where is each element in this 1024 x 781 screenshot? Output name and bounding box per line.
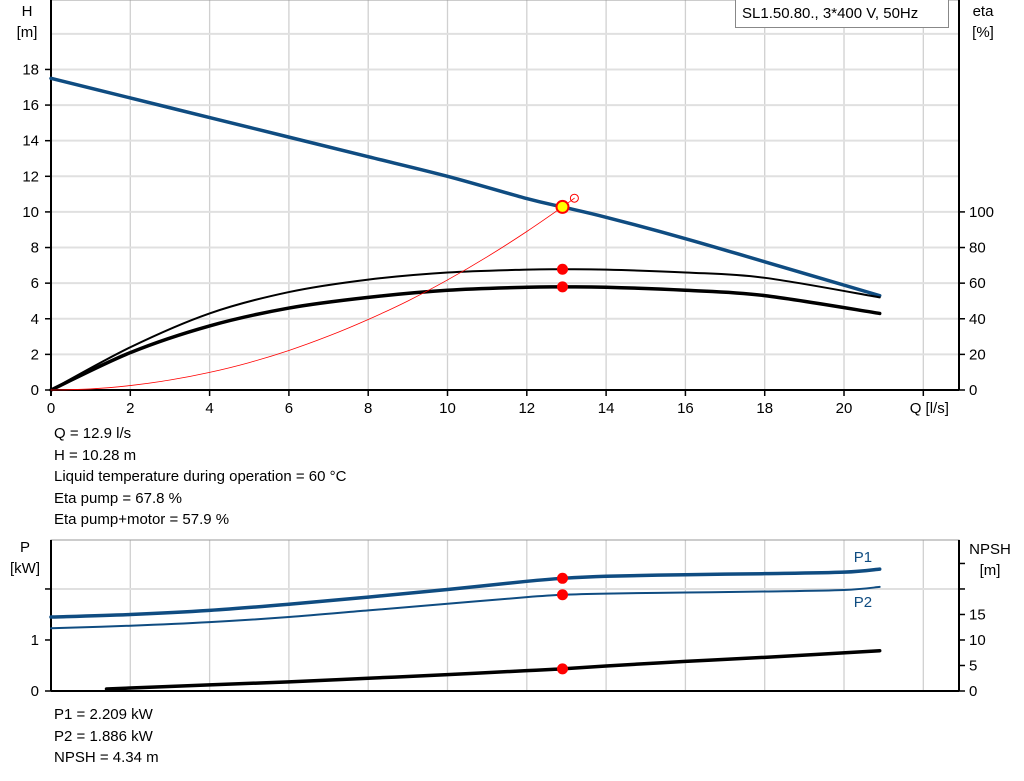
duty-point-readout: Q = 12.9 l/s H = 10.28 m Liquid temperat…: [54, 423, 346, 531]
x-tick-label: 2: [126, 400, 134, 417]
y-right-tick-label: 40: [969, 311, 986, 328]
y-right-tick-label: 5: [969, 657, 977, 674]
y-left-tick-label: 14: [22, 133, 39, 150]
duty-point-p2-marker: [556, 589, 568, 601]
y-left-tick-label: 16: [22, 97, 39, 114]
x-tick-label: 12: [518, 400, 535, 417]
series-npsh-line: [104, 648, 882, 691]
y-left-tick-label: 1: [31, 632, 39, 649]
x-tick-label: 16: [677, 400, 694, 417]
legend-p2: P2: [854, 594, 872, 611]
x-tick-label: 4: [205, 400, 213, 417]
y-right-tick-label: 60: [969, 275, 986, 292]
y-right-tick-label: 0: [969, 382, 977, 399]
y-right-axis-unit: [m]: [980, 562, 1001, 579]
y-left-tick-label: 4: [31, 311, 39, 328]
readout-p1: P1 = 2.209 kW: [54, 706, 153, 723]
chart-title: SL1.50.80., 3*400 V, 50Hz: [735, 0, 949, 28]
y-left-tick-label: 6: [31, 275, 39, 292]
y-right-tick-label: 10: [969, 632, 986, 649]
series-head-line: [49, 76, 882, 298]
y-right-tick-label: 100: [969, 204, 994, 221]
y-right-tick-label: 20: [969, 346, 986, 363]
readout-p2: P2 = 1.886 kW: [54, 727, 153, 745]
x-tick-label: 8: [364, 400, 372, 417]
system-curve-end-marker: [569, 193, 579, 203]
duty-point-eta-pump-motor-marker: [556, 281, 568, 293]
y-right-axis-unit: [%]: [972, 24, 994, 41]
y-left-tick-label: 0: [31, 683, 39, 700]
y-right-tick-label: 15: [969, 606, 986, 623]
series-eta-pump-line: [50, 268, 881, 391]
readout-eta-pump: Eta pump = 67.8 %: [54, 489, 182, 507]
readout-npsh: NPSH = 4.34 m: [54, 749, 159, 766]
x-axis-label: Q [l/s]: [910, 400, 949, 417]
duty-point-npsh-marker: [556, 663, 568, 675]
y-right-tick-label: 0: [969, 683, 977, 700]
y-right-axis-name: NPSH: [969, 541, 1011, 558]
pump-curve-chart: 0 2 4 6 8 10 12 14 16 18 20 Q [l/s] 0 2 4 6 8 10 12 14 16 18 0…: [17, 0, 995, 417]
y-left-axis-name: H: [22, 3, 33, 20]
y-left-tick-label: 8: [31, 240, 39, 257]
y-right-tick-label: 80: [969, 240, 986, 257]
readout-head: H = 10.28 m: [54, 446, 137, 464]
power-readout: P1 = 2.209 kW P2 = 1.886 kW NPSH = 4.34 …: [54, 704, 159, 769]
readout-flow: Q = 12.9 l/s: [54, 425, 132, 442]
y-left-tick-label: 18: [22, 61, 39, 78]
plot-frame: [50, 539, 960, 692]
readout-eta-pump-motor: Eta pump+motor = 57.9 %: [54, 511, 230, 528]
y-left-axis-unit: [m]: [17, 24, 38, 41]
x-tick-label: 10: [439, 400, 456, 417]
y-left-tick-label: 10: [22, 204, 39, 221]
y-left-tick-label: 12: [22, 168, 39, 185]
legend-p1: P1: [854, 549, 872, 566]
duty-point-head-marker: [555, 199, 570, 214]
x-tick-label: 18: [756, 400, 773, 417]
y-right-axis-name: eta: [973, 3, 995, 20]
series-p2-line: [50, 585, 881, 630]
series-p1-line: [49, 567, 882, 619]
y-left-axis-name: P: [20, 539, 30, 556]
x-tick-label: 6: [285, 400, 293, 417]
x-tick-label: 0: [47, 400, 55, 417]
y-left-tick-label: 0: [31, 382, 39, 399]
y-left-axis-unit: [kW]: [10, 560, 40, 577]
series-eta-pump-motor-line: [49, 285, 882, 392]
duty-point-p1-marker: [556, 572, 568, 584]
duty-point-eta-pump-marker: [556, 263, 568, 275]
y-left-tick-label: 2: [31, 346, 39, 363]
x-tick-label: 14: [598, 400, 615, 417]
series-system-curve-line: [50, 197, 575, 391]
readout-liquid-temp: Liquid temperature during operation = 60…: [54, 468, 347, 485]
x-tick-label: 20: [836, 400, 853, 417]
